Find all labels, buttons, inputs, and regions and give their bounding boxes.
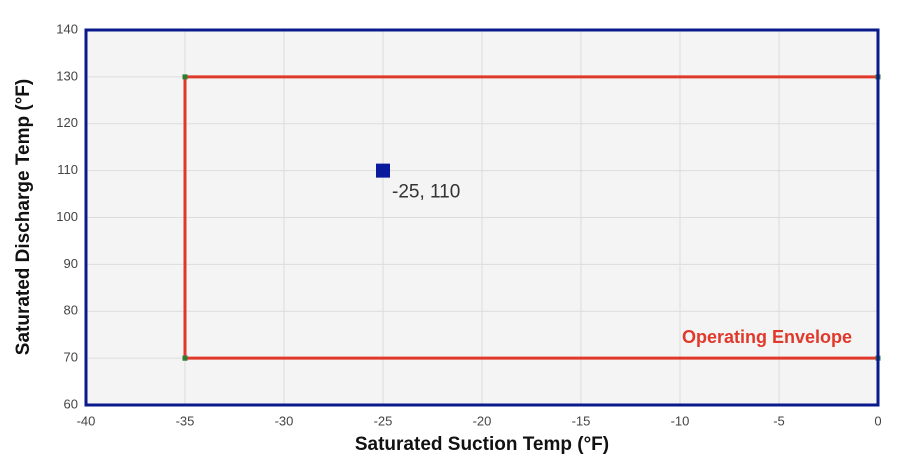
y-tick-label: 60: [64, 396, 78, 411]
envelope-vertex: [182, 355, 188, 361]
y-tick-label: 80: [64, 303, 78, 318]
x-tick-label: -10: [671, 413, 690, 428]
y-tick-label: 110: [57, 162, 78, 177]
y-tick-label: 90: [64, 256, 78, 271]
y-axis-title: Saturated Discharge Temp (°F): [13, 79, 34, 355]
plot-border: [84, 28, 880, 407]
x-axis-title: Saturated Suction Temp (°F): [355, 434, 609, 455]
envelope-vertex: [182, 74, 188, 80]
x-tick-label: -15: [572, 413, 591, 428]
x-tick-label: -5: [773, 413, 785, 428]
y-tick-label: 120: [56, 115, 78, 130]
x-tick-label: -20: [473, 413, 492, 428]
y-tick-label: 70: [64, 350, 78, 365]
x-tick-label: -40: [77, 413, 96, 428]
point: [376, 163, 390, 178]
x-tick-label: 0: [874, 413, 881, 428]
x-tick-label: -30: [275, 413, 294, 428]
envelope-label: Operating Envelope: [682, 327, 852, 347]
x-tick-label: -35: [176, 413, 195, 428]
point-label: -25, 110: [392, 182, 460, 203]
y-tick-label: 130: [56, 68, 78, 83]
x-tick-label: -25: [374, 413, 393, 428]
y-tick-label: 140: [56, 21, 78, 36]
y-tick-label: 100: [56, 209, 78, 224]
